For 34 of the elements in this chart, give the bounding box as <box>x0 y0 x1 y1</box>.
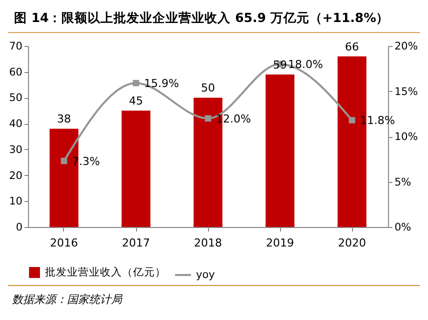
x-tick-label: 2017 <box>122 236 150 250</box>
legend-label: yoy <box>196 269 215 281</box>
y-tick-label: 40 <box>9 118 22 130</box>
x-tick-label: 2020 <box>338 236 366 250</box>
data-label: 50 <box>201 82 215 95</box>
bar <box>122 110 150 227</box>
source-note: 数据来源：国家统计局 <box>8 285 420 307</box>
chart-title: 图 14：限额以上批发业企业营业收入 65.9 万亿元（+11.8%） <box>8 0 420 33</box>
y-tick-label: 20 <box>9 170 22 182</box>
data-label: 45 <box>129 94 143 108</box>
bar <box>266 74 294 227</box>
y2-tick-label: 20% <box>394 40 418 52</box>
data-label: 66 <box>345 40 359 54</box>
point <box>132 80 140 86</box>
point <box>348 117 356 124</box>
x-tick-label: 2019 <box>266 236 294 250</box>
y-tick-label: 60 <box>9 66 22 78</box>
y-tick-label: 10 <box>9 196 22 208</box>
y2-tick-label: 0% <box>394 222 412 234</box>
y-tick-label: 30 <box>9 144 22 156</box>
y2-tick-label: 10% <box>394 131 418 143</box>
x-tick-label: 2016 <box>50 236 78 250</box>
y-tick-label: 70 <box>9 40 22 52</box>
point <box>204 115 212 122</box>
y2-tick-label: 15% <box>394 86 418 98</box>
x-tick-label: 2018 <box>194 236 222 250</box>
data-label: 18.0% <box>288 58 323 72</box>
y-tick-label: 50 <box>9 92 22 104</box>
data-label: 38 <box>57 112 71 126</box>
data-label: 15.9% <box>144 77 179 90</box>
y-tick-label: 0 <box>16 222 22 234</box>
legend-label: 批发业营业收入（亿元） <box>45 266 166 278</box>
point <box>60 158 68 164</box>
y2-tick-label: 5% <box>394 176 412 188</box>
